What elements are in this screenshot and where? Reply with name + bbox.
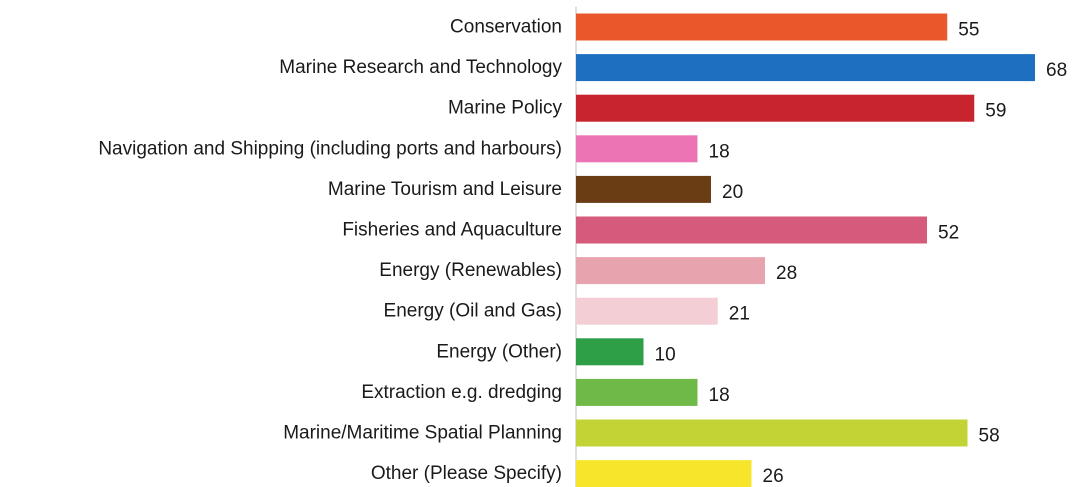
value-label-3: 18 [709, 141, 730, 162]
bar-8 [576, 338, 644, 366]
value-labels-layer: 55 68 59 18 20 52 28 21 10 18 58 26 [655, 20, 1068, 487]
bar-5 [576, 216, 927, 244]
bar-7 [576, 297, 718, 325]
value-label-2: 59 [985, 101, 1006, 122]
category-label-5: Fisheries and Aquaculture [342, 220, 562, 241]
bar-9 [576, 378, 698, 406]
category-label-0: Conservation [450, 17, 562, 38]
bars-layer [575, 6, 1035, 487]
category-labels-layer: Conservation Marine Research and Technolo… [98, 17, 562, 485]
value-label-1: 68 [1046, 60, 1067, 81]
bar-4 [576, 175, 711, 203]
value-label-5: 52 [938, 223, 959, 244]
bar-0 [576, 13, 948, 41]
bar-11 [576, 460, 752, 487]
category-label-8: Energy (Other) [436, 341, 562, 362]
value-label-10: 58 [979, 426, 1000, 447]
category-label-3: Navigation and Shipping (including ports… [98, 138, 562, 159]
category-label-1: Marine Research and Technology [279, 57, 562, 78]
value-label-4: 20 [722, 182, 743, 203]
value-label-6: 28 [776, 263, 797, 284]
bar-2 [576, 94, 975, 122]
bar-6 [576, 257, 765, 285]
category-label-7: Energy (Oil and Gas) [384, 301, 562, 322]
category-label-10: Marine/Maritime Spatial Planning [283, 423, 562, 444]
value-label-11: 26 [763, 466, 784, 487]
category-label-9: Extraction e.g. dredging [361, 382, 562, 403]
value-label-9: 18 [709, 385, 730, 406]
category-label-2: Marine Policy [448, 98, 563, 119]
value-label-7: 21 [729, 304, 750, 325]
category-label-6: Energy (Renewables) [379, 260, 562, 281]
category-label-4: Marine Tourism and Leisure [328, 179, 562, 200]
value-label-8: 10 [655, 344, 676, 365]
category-label-11: Other (Please Specify) [371, 463, 562, 484]
bar-1 [576, 54, 1035, 82]
bar-3 [576, 135, 698, 163]
bar-10 [576, 419, 968, 447]
value-label-0: 55 [958, 20, 979, 41]
